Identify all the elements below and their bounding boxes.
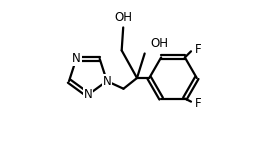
Text: F: F: [195, 97, 201, 110]
Text: N: N: [72, 52, 81, 65]
Text: OH: OH: [151, 37, 169, 50]
Text: N: N: [84, 88, 92, 101]
Text: OH: OH: [114, 11, 132, 24]
Text: N: N: [102, 75, 111, 88]
Text: F: F: [195, 43, 201, 56]
